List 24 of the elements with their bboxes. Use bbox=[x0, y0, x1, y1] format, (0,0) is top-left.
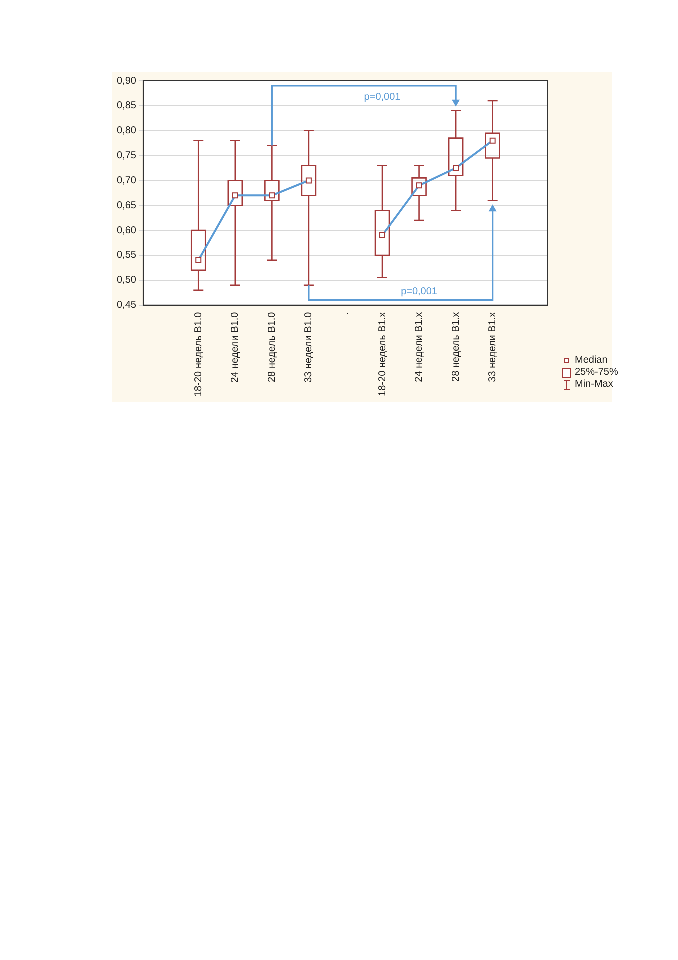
y-tick-label: 0,80 bbox=[116, 126, 137, 137]
x-tick-label: 28 недель B1.0 bbox=[266, 312, 278, 383]
x-tick-label: 24 недели B1.x bbox=[414, 312, 426, 382]
x-tick-label: 24 недели B1.0 bbox=[230, 312, 242, 383]
x-tick-label: 33 недели B1.0 bbox=[304, 312, 315, 383]
annotation: p=0,001 bbox=[401, 286, 438, 298]
x-tick-label: 28 недель B1.x bbox=[450, 312, 462, 382]
text: Min-Max bbox=[575, 379, 614, 391]
annotation: p=0,001 bbox=[364, 92, 402, 103]
y-tick-label: 0,60 bbox=[116, 225, 137, 236]
y-tick-label: 0,70 bbox=[116, 175, 137, 186]
x-tick-label: 18-20 недель B1.x bbox=[377, 312, 388, 396]
x-tick-label: 33 недели B1.x bbox=[488, 312, 499, 382]
y-tick-label: 0,65 bbox=[116, 200, 137, 212]
y-tick-label: 0,55 bbox=[116, 250, 137, 262]
text: Median bbox=[575, 355, 608, 367]
y-tick-label: 0,85 bbox=[116, 100, 137, 112]
text: 25%-75% bbox=[575, 367, 618, 379]
x-tick-label: . bbox=[340, 312, 352, 316]
x-tick-label: 18-20 недель B1.0 bbox=[193, 312, 204, 398]
y-tick-label: 0,45 bbox=[116, 300, 137, 312]
y-tick-label: 0,50 bbox=[116, 275, 137, 286]
y-tick-label: 0,90 bbox=[116, 76, 137, 87]
y-tick-label: 0,75 bbox=[116, 150, 137, 162]
